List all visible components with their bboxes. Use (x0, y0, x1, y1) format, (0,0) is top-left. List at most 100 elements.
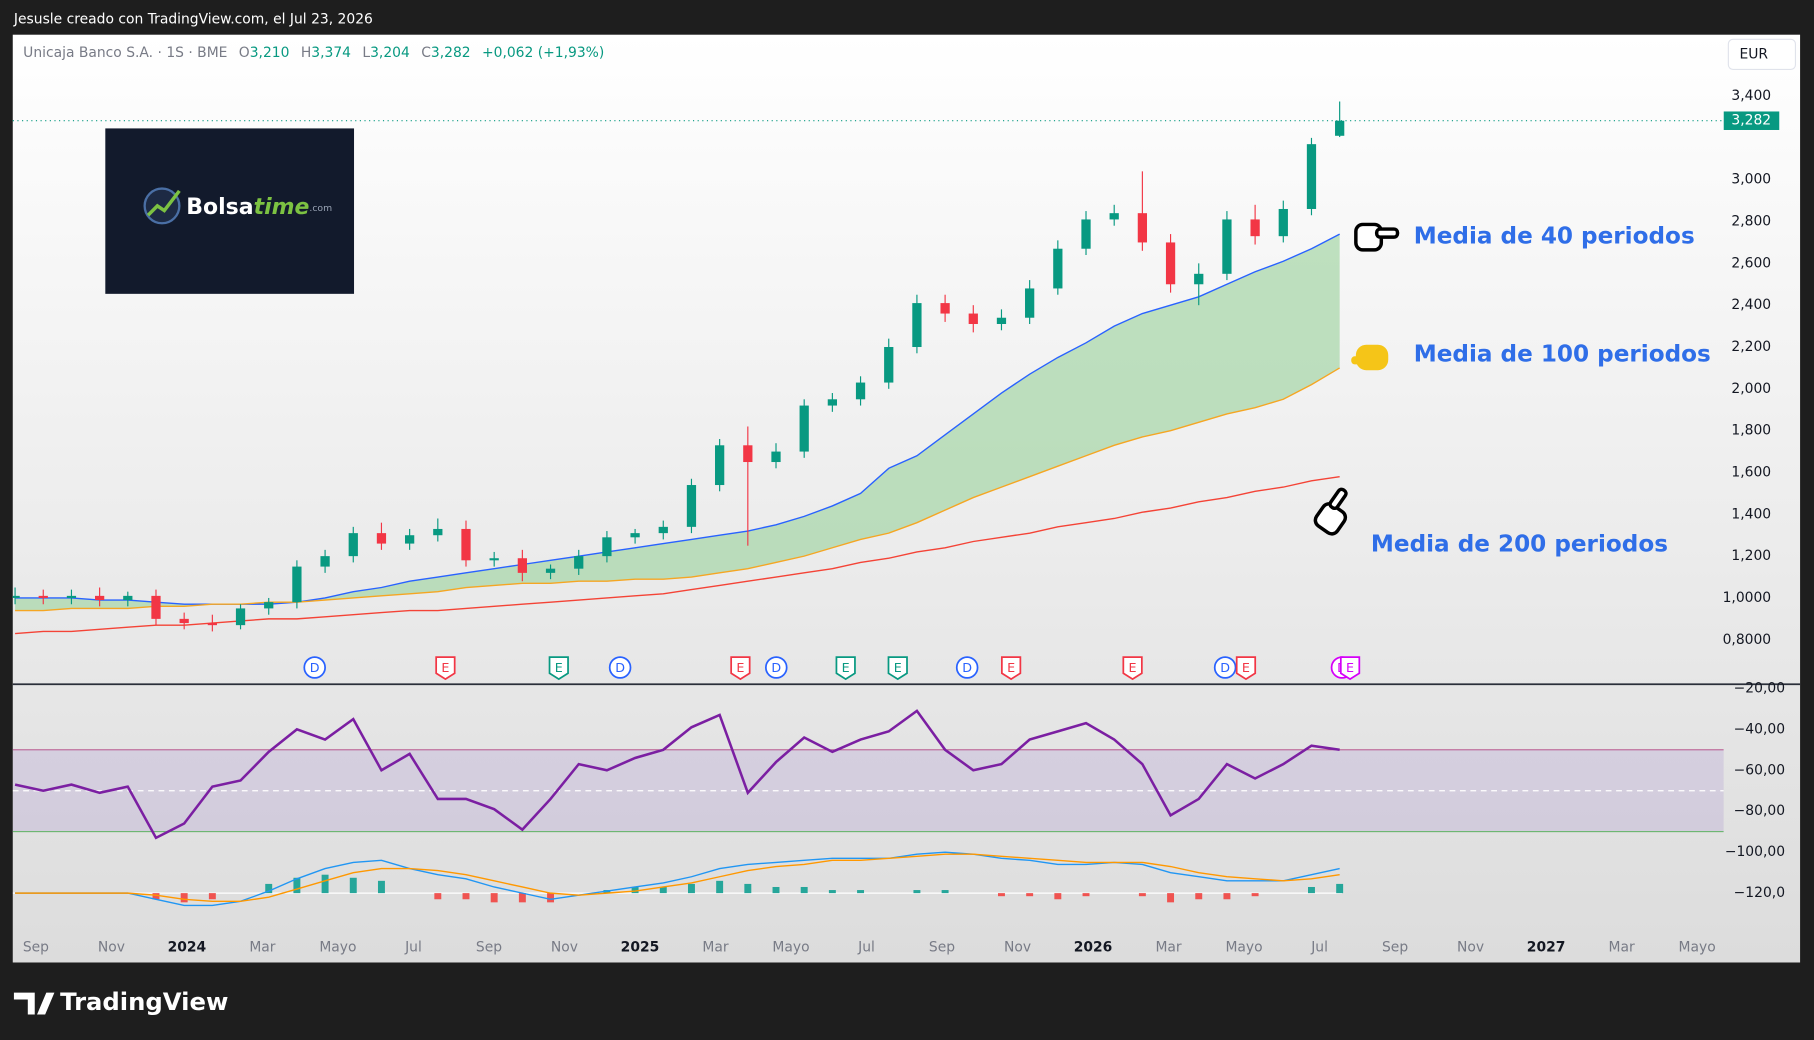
candle-body (715, 445, 725, 486)
event-label: E (1129, 660, 1137, 675)
event-label: D (962, 660, 972, 675)
candle-body (348, 533, 358, 557)
histogram-bar (152, 893, 160, 900)
event-label: D (615, 660, 625, 675)
ma-fill (15, 234, 1340, 611)
y-tick-label: 2,400 (1731, 297, 1771, 313)
y-tick-label: −80,00 (1734, 803, 1785, 819)
last-price-label: 3,282 (1731, 113, 1771, 129)
currency-button[interactable] (1727, 38, 1797, 70)
y-tick-label: 1,400 (1731, 506, 1771, 522)
event-marker: E (1122, 656, 1143, 681)
event-label: D (1220, 660, 1230, 675)
hand-icons (1313, 222, 1400, 536)
candle-body (630, 533, 640, 538)
x-tick-label: Sep (476, 939, 502, 955)
moving-average (15, 475, 1340, 635)
histogram-bar (1223, 893, 1231, 900)
event-circle (764, 656, 788, 679)
x-tick-label: 2027 (1527, 939, 1566, 955)
ohlc-key: C (421, 45, 431, 61)
x-tick-label: Sep (1382, 939, 1408, 955)
x-tick-label: Nov (551, 939, 578, 955)
candle-body (602, 537, 612, 557)
y-tick-label: −20,00 (1734, 680, 1785, 696)
histogram-bar (1054, 893, 1062, 900)
candle-body (771, 451, 781, 463)
y-tick-label: 1,800 (1731, 423, 1771, 439)
legend: Unicaja Banco S.A. · 1S · BME O3,210 H3,… (23, 45, 604, 61)
candle-body (66, 595, 77, 598)
y-tick-label: 2,800 (1731, 214, 1771, 230)
x-tick-label: 2025 (621, 939, 660, 955)
x-tick-label: Nov (98, 939, 125, 955)
event-marker: D (1213, 656, 1237, 679)
histogram-bar (631, 886, 639, 894)
x-tick-label: Mar (249, 939, 275, 955)
candle-body (320, 556, 330, 567)
event-label: E (894, 660, 902, 675)
x-tick-label: 2026 (1074, 939, 1113, 955)
logo-arrow (146, 189, 181, 217)
histogram-bar (800, 886, 808, 894)
histogram-bar (208, 893, 216, 900)
event-marker: E (887, 656, 908, 681)
event-label: E (1242, 660, 1250, 675)
event-label: D (771, 660, 781, 675)
event-badge (1122, 656, 1143, 681)
histogram-bar (293, 877, 301, 894)
candle-body (433, 528, 443, 536)
candle-body (968, 313, 978, 325)
footer-icon (13, 992, 55, 1015)
logo-b: time (254, 195, 310, 220)
event-marker: E (1339, 656, 1361, 681)
histogram-bar (349, 877, 357, 894)
y-tick-label: 3,000 (1731, 172, 1771, 188)
ohlc-key: H (301, 45, 311, 61)
event-label: E (736, 660, 744, 675)
candle-body (545, 568, 556, 573)
x-tick-label: Mar (702, 939, 728, 955)
histogram-bar (1195, 893, 1203, 900)
logo-a: Bolsa (186, 195, 253, 220)
candle-body (658, 526, 668, 534)
event-marker: E (435, 656, 456, 681)
candle-body (1137, 213, 1148, 243)
histogram-bar (518, 893, 526, 903)
ohlc-value: 3,374 (311, 45, 351, 61)
histogram-bar (1138, 893, 1146, 897)
x-tick-label: Nov (1457, 939, 1484, 955)
event-label: E (1346, 660, 1354, 675)
event-marker: E (835, 656, 856, 681)
candle-body (517, 558, 527, 573)
candle-body (940, 303, 950, 314)
histogram-bar (659, 886, 667, 894)
candle-body (1109, 213, 1119, 220)
histogram-bar (828, 890, 836, 894)
event-marker: E (1235, 656, 1257, 681)
event-badge (1235, 656, 1257, 681)
candle-body (912, 303, 922, 348)
candle-body (855, 382, 866, 400)
x-tick-label: Jul (857, 939, 875, 955)
candle-body (207, 623, 217, 626)
annotation: Media de 200 periodos (1371, 531, 1668, 557)
event-label: E (842, 660, 850, 675)
candle-body (1250, 219, 1260, 237)
candle-body (686, 485, 697, 527)
ohlc-value: 3,282 (431, 45, 471, 61)
currency[interactable]: EUR (1740, 46, 1769, 62)
histogram-bar (1167, 893, 1175, 903)
candle-body (264, 602, 274, 609)
histogram-bar (941, 890, 949, 894)
y-tick-label: 2,000 (1731, 381, 1771, 397)
event-circle (1213, 656, 1237, 679)
event-badge (1000, 656, 1022, 681)
candle-body (799, 405, 809, 452)
y-tick-label: 1,0000 (1723, 590, 1772, 606)
histogram-bar (1082, 893, 1090, 897)
candle-body (461, 528, 471, 561)
logo-text: Bolsatime.com (186, 195, 332, 220)
candle-body (12, 595, 20, 598)
